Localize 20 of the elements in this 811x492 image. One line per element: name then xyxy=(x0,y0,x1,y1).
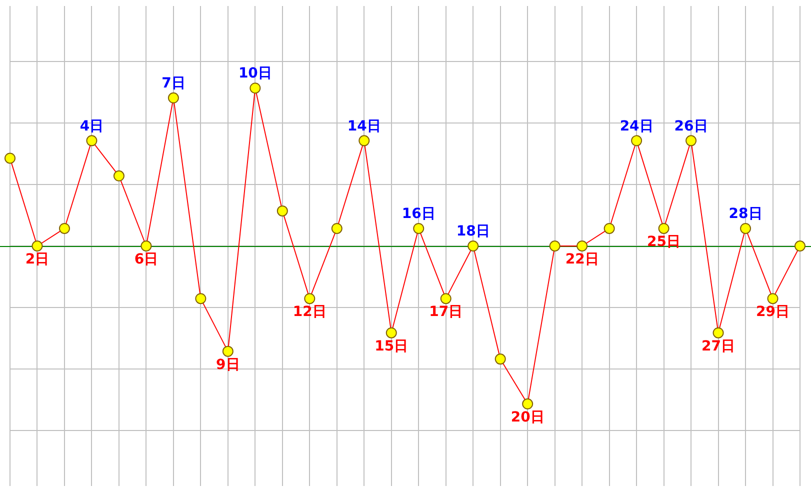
x-tick-label: 7日 xyxy=(162,76,186,92)
x-tick-label: 14日 xyxy=(347,118,381,134)
x-tick-label: 25日 xyxy=(647,234,681,250)
x-tick-label: 10日 xyxy=(238,66,272,82)
x-tick-label: 24日 xyxy=(620,118,654,134)
x-tick-label: 15日 xyxy=(374,338,408,354)
x-tick-label: 6日 xyxy=(134,252,158,268)
x-tick-label: 9日 xyxy=(216,356,240,373)
x-tick-label: 18日 xyxy=(456,224,490,240)
x-tick-label: 28日 xyxy=(728,206,762,222)
x-tick-label: 20日 xyxy=(510,410,544,426)
x-tick-label: 22日 xyxy=(565,252,599,268)
x-tick-label: 27日 xyxy=(702,338,736,354)
x-tick-label: 29日 xyxy=(756,304,790,320)
x-tick-label: 12日 xyxy=(292,304,326,320)
x-tick-label: 2日 xyxy=(25,252,50,268)
x-tick-label: 26日 xyxy=(674,118,708,134)
x-tick-label: 4日 xyxy=(80,118,104,134)
x-tick-label: 17日 xyxy=(429,304,463,320)
x-tick-label: 16日 xyxy=(402,206,436,222)
